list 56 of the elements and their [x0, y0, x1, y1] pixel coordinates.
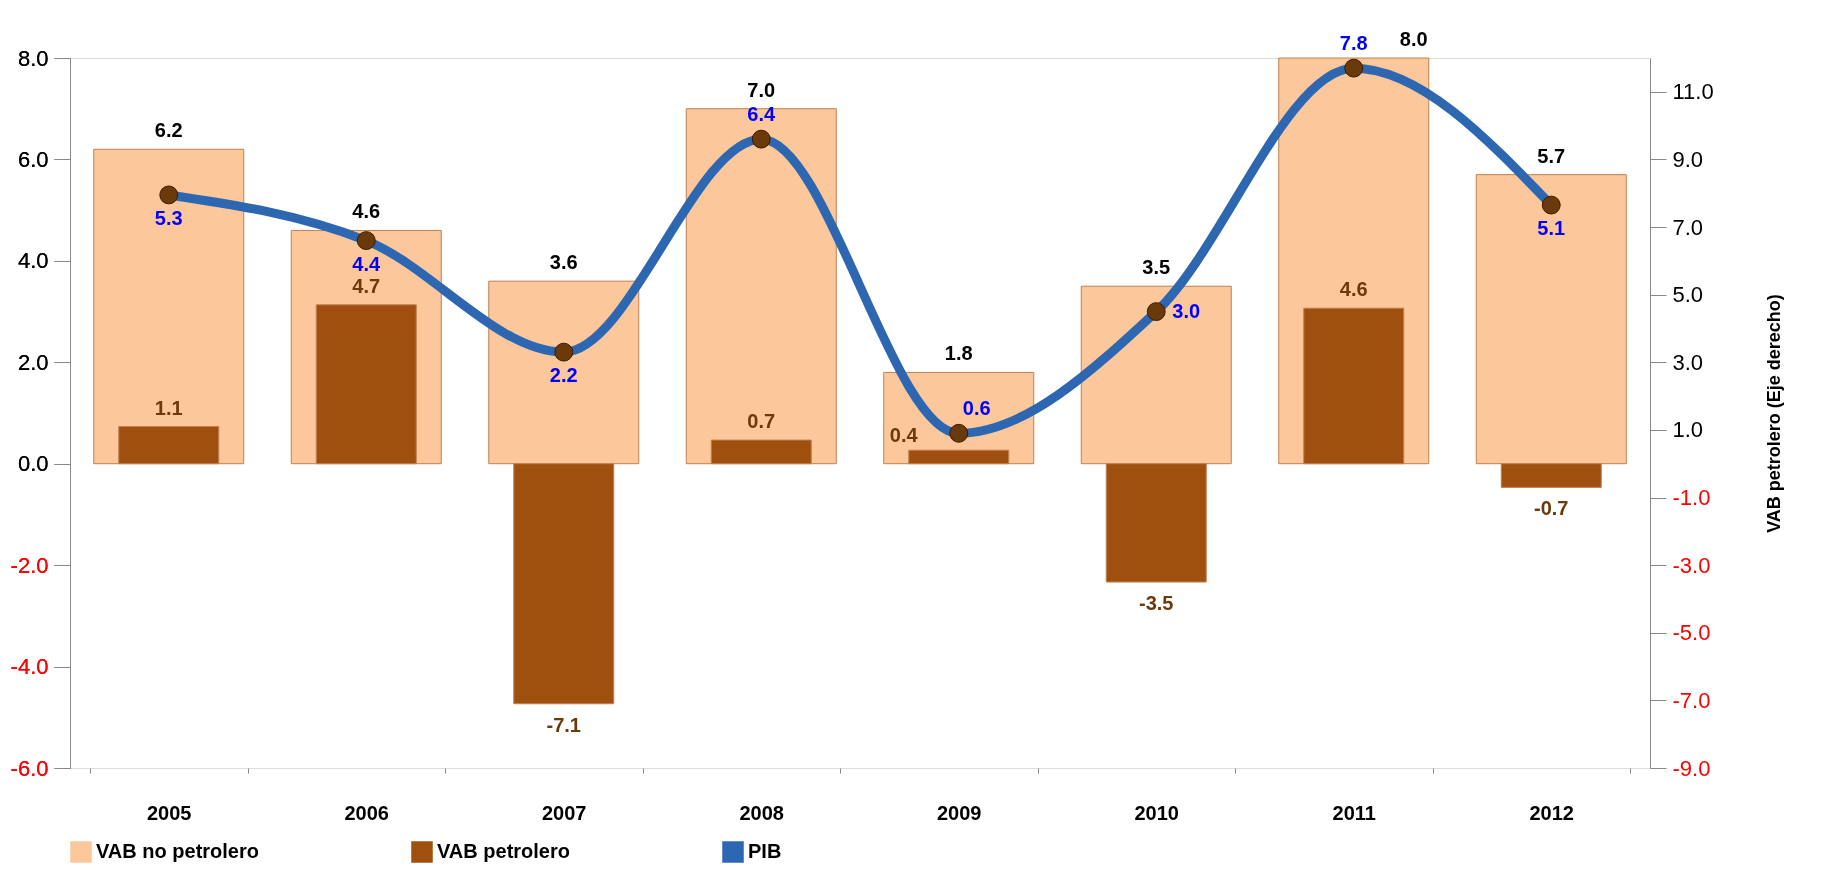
y2-tick-label: 9.0 [1672, 146, 1704, 172]
y2-tick-label: -7.0 [1672, 687, 1711, 713]
y-tick-label: 6.0 [17, 146, 49, 172]
data-label: -0.7 [1534, 497, 1569, 520]
data-label: 3.6 [549, 251, 578, 274]
y2-tick-label: -3.0 [1672, 552, 1711, 578]
y2-tick-label: 7.0 [1672, 214, 1704, 240]
data-label: 3.5 [1142, 256, 1171, 279]
x-tick-label: 2010 [1134, 801, 1179, 824]
data-label: 0.4 [889, 424, 919, 447]
data-label: 0.6 [962, 397, 991, 420]
x-tick-label: 2005 [147, 801, 192, 824]
data-label: 6.4 [747, 103, 777, 126]
y-tick-label: -4.0 [10, 654, 49, 680]
data-label: 2.2 [549, 364, 578, 387]
data-label: 3.0 [1172, 299, 1201, 322]
x-tick-label: 2007 [542, 801, 587, 824]
bar [685, 108, 837, 465]
x-tick-label: 2012 [1529, 801, 1574, 824]
data-label: 5.1 [1537, 217, 1566, 240]
data-label: -7.1 [546, 713, 581, 736]
data-label: 4.6 [352, 200, 381, 223]
x-tick-label: 2009 [937, 801, 982, 824]
y-tick-label: -2.0 [10, 552, 49, 578]
y2-axis-title: VAB petrolero (Eje derecho) [1763, 294, 1784, 533]
x-tick-label: 2008 [739, 801, 784, 824]
y2-tick-label: 5.0 [1672, 282, 1704, 308]
data-label: 1.1 [154, 396, 183, 419]
data-label: 8.0 [1399, 28, 1428, 50]
data-label: 6.2 [154, 119, 183, 142]
data-label: 5.3 [154, 206, 183, 229]
legend-label: PIB [748, 840, 782, 862]
x-tick-label: 2011 [1332, 801, 1376, 824]
data-label: 4.6 [1339, 278, 1368, 301]
data-label: 5.7 [1537, 144, 1566, 167]
legend-label: VAB petrolero [437, 840, 570, 862]
data-label: 7.8 [1339, 32, 1368, 55]
y-tick-label: 0.0 [17, 451, 49, 477]
data-label: -3.5 [1139, 592, 1174, 615]
y2-tick-label: 1.0 [1672, 417, 1704, 443]
y-tick-label: -6.0 [10, 755, 49, 781]
data-label: 4.7 [352, 274, 381, 297]
data-label: 7.0 [747, 78, 776, 101]
legend-label: VAB no petrolero [96, 840, 259, 862]
y2-tick-label: 11.0 [1672, 79, 1714, 105]
y2-tick-label: -5.0 [1672, 620, 1711, 646]
data-label: 0.7 [747, 410, 776, 433]
x-tick-label: 2006 [344, 801, 389, 824]
y-tick-label: 8.0 [17, 45, 49, 71]
y-tick-label: 4.0 [17, 248, 49, 274]
y-tick-label: 2.0 [17, 349, 49, 375]
data-label: 4.4 [352, 252, 382, 275]
y2-tick-label: -9.0 [1672, 755, 1711, 781]
data-label: 1.8 [944, 342, 973, 365]
y2-tick-label: -1.0 [1672, 485, 1711, 511]
y2-tick-label: 3.0 [1672, 349, 1704, 375]
